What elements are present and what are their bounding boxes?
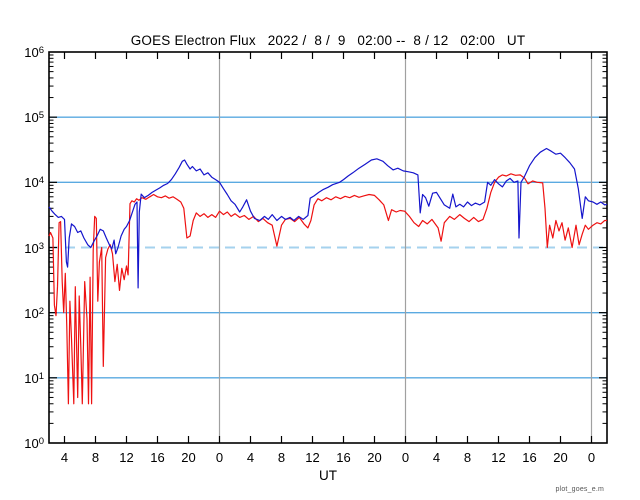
x-axis-label: 20 (553, 450, 568, 465)
x-axis-label: 16 (150, 450, 165, 465)
y-axis-label-1e0: 100 (24, 436, 44, 451)
plot-script-note: plot_goes_e.m (555, 486, 604, 493)
x-axis-label: 8 (91, 450, 100, 465)
x-axis-label: 20 (181, 450, 196, 465)
x-axis-title: UT (319, 468, 337, 483)
x-axis-label: 0 (401, 450, 410, 465)
electron-flux-red-line (48, 173, 607, 405)
x-axis-label: 20 (367, 450, 382, 465)
y-axis-label-1e5: 105 (24, 110, 44, 126)
x-axis-label: 16 (336, 450, 351, 465)
electron-flux-blue-line (48, 147, 608, 289)
x-axis-label: 0 (215, 450, 224, 465)
x-axis-label: 8 (463, 450, 472, 465)
y-axis-label-1e3: 103 (24, 240, 44, 256)
y-axis-label-1e1: 101 (24, 370, 44, 386)
x-axis-label: 4 (246, 450, 255, 465)
x-axis-label: 12 (491, 450, 506, 465)
y-axis-label-1e6: 106 (24, 45, 44, 60)
x-axis-label: 16 (522, 450, 537, 465)
x-axis-label: 12 (305, 450, 320, 465)
y-axis-label-1e4: 104 (24, 175, 44, 191)
x-axis-label: 4 (60, 450, 69, 465)
chart-title: GOES Electron Flux 2022 / 8 / 9 02:00 --… (130, 33, 526, 48)
x-axis-label: 8 (277, 450, 286, 465)
x-axis-label: 12 (119, 450, 134, 465)
y-axis-label-1e2: 102 (24, 305, 44, 321)
x-axis-label: 0 (587, 450, 596, 465)
x-axis-label: 4 (432, 450, 441, 465)
